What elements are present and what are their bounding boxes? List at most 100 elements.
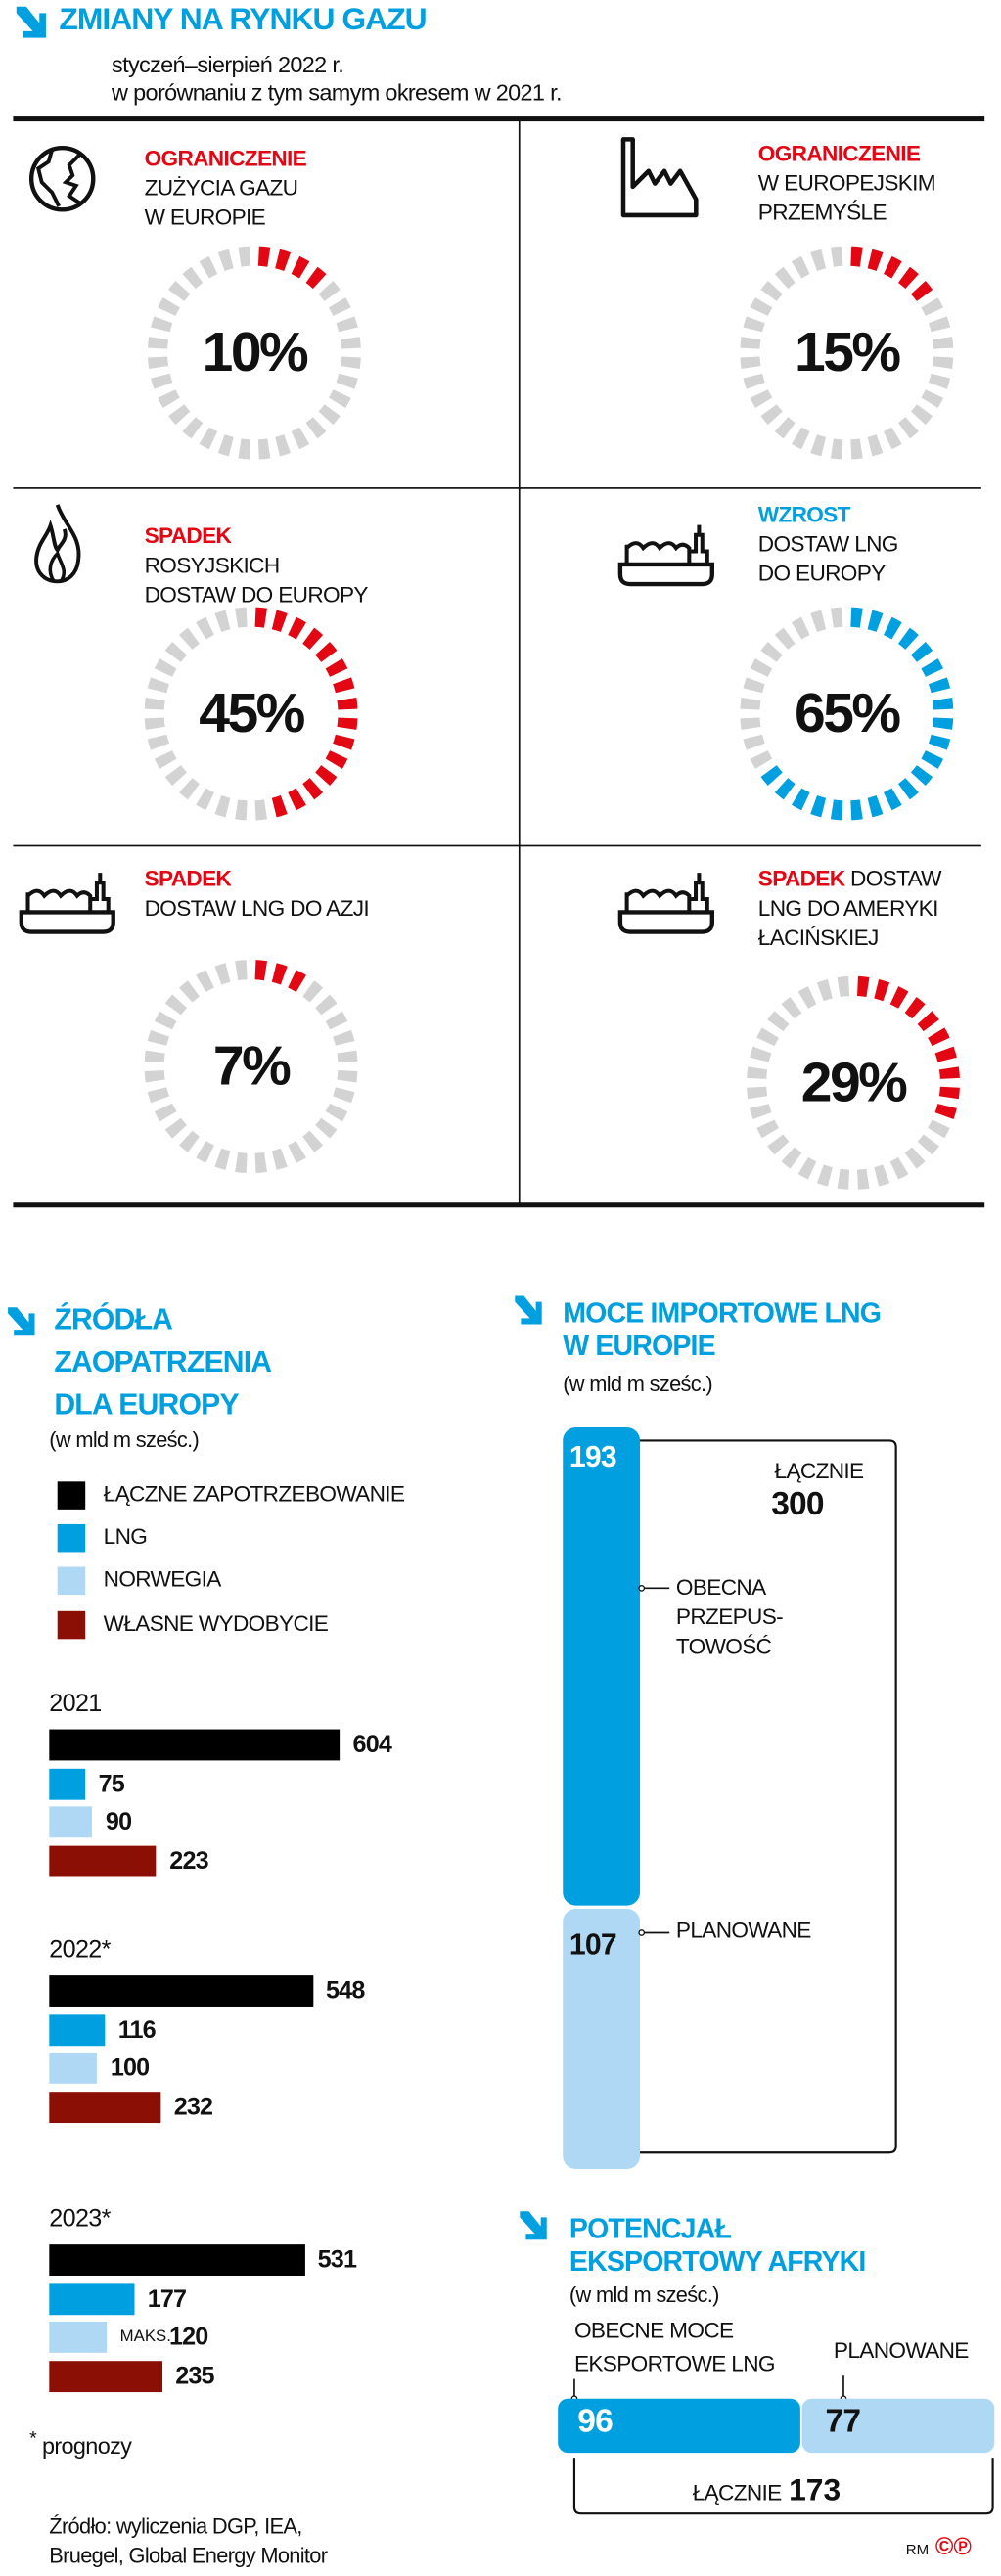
arrow-down-right-icon: [16, 6, 46, 38]
label-line: TOWOŚĆ: [675, 1634, 772, 1659]
bar-lng: [49, 2282, 135, 2315]
ring-segment-empty: [797, 986, 817, 1009]
subtitle-line-2: w porównaniu z tym samym okresem w 2021 …: [112, 78, 563, 106]
percent-ring: [144, 960, 358, 1173]
ring-segment-empty: [164, 765, 187, 787]
ring-segment-empty: [168, 404, 191, 426]
ring-segment-empty: [196, 616, 214, 640]
ring-segment-empty: [921, 389, 944, 408]
stat-label-line: ROSYJSKICH: [144, 553, 281, 578]
ring-segment-empty: [144, 698, 165, 710]
ring-segment-empty: [340, 356, 361, 369]
bar-value-label: 90: [105, 1808, 132, 1836]
imports-chart: [563, 1426, 897, 2169]
ring-segment-filled: [874, 978, 890, 1002]
africa-current-label: OBECNE MOCE EKSPORTOWE LNG: [574, 2315, 776, 2380]
stat-keyword: WZROST: [757, 502, 851, 527]
ring-segment-filled: [337, 698, 358, 710]
bar-value-label: 177: [147, 2284, 187, 2313]
africa-total-bracket: [572, 2458, 994, 2515]
ring-segment-empty: [781, 1147, 802, 1169]
ring-segment-empty: [182, 266, 204, 289]
ring-segment-filled: [325, 658, 348, 677]
bar--czne-zapotrzebowanie: [49, 2244, 305, 2276]
stat-label-line: DOSTAW DO EUROPY: [144, 582, 369, 608]
ring-segment-empty: [302, 980, 324, 1003]
ring-segment-filled: [830, 799, 843, 821]
ring-segment-empty: [883, 427, 902, 450]
ring-segment-filled: [938, 1066, 960, 1079]
ring-segment-filled: [934, 1104, 957, 1119]
percent-ring: [740, 246, 954, 460]
ring-segment-empty: [148, 356, 169, 369]
imports-unit: (w mld m sześc.): [563, 1371, 713, 1397]
ring-segment-empty: [816, 978, 833, 1002]
bar-value-label: 120: [168, 2323, 208, 2352]
stat-label: SPADEK DOSTAW LNG DO AZJI: [145, 865, 370, 924]
ring-segment-empty: [333, 1087, 355, 1104]
ring-segment-empty: [288, 1141, 306, 1163]
bar-value-label: 223: [169, 1846, 208, 1875]
africa-total-value: 173: [789, 2473, 842, 2509]
ring-segment-empty: [235, 1152, 248, 1173]
ring-segment-filled: [850, 607, 863, 628]
ring-segment-empty: [147, 1029, 170, 1046]
ring-segment-empty: [214, 610, 231, 632]
ring-segment-empty: [750, 658, 773, 677]
ring-segment-empty: [151, 373, 173, 389]
ring-segment-empty: [302, 1130, 324, 1152]
ring-segment-empty: [199, 255, 218, 279]
legend-label: LNG: [103, 1523, 148, 1550]
ring-segment-empty: [147, 734, 170, 750]
arrow-down-right-icon: [520, 2211, 547, 2240]
ring-segment-empty: [325, 1103, 348, 1122]
ring-segment-filled: [257, 246, 271, 267]
stat-label-line: ŁACIŃSKIEJ: [757, 925, 880, 950]
imports-total-value: 300: [771, 1486, 824, 1523]
ring-segment-empty: [179, 778, 200, 800]
bar-value-label: 235: [175, 2362, 214, 2390]
ring-segment-empty: [154, 1011, 177, 1030]
ring-segment-empty: [214, 795, 231, 818]
ring-segment-empty: [810, 434, 827, 457]
ring-segment-empty: [182, 417, 204, 439]
africa-title: POTENCJAŁ EKSPORTOWY AFRYKI: [569, 2213, 866, 2279]
ring-segment-empty: [164, 641, 187, 662]
ring-segment-filled: [921, 658, 944, 677]
row-divider-2: [13, 844, 981, 847]
stat-keyword: SPADEK: [144, 522, 232, 549]
ring-segment-empty: [928, 373, 951, 389]
imports-total-label: ŁĄCZNIE: [774, 1458, 865, 1484]
ring-segment-empty: [857, 1168, 870, 1190]
ring-segment-empty: [767, 1011, 790, 1032]
page-title: ZMIANY NA RYNKU GAZU: [59, 3, 427, 38]
ring-segment-empty: [791, 616, 810, 640]
ring-segment-empty: [747, 1086, 768, 1100]
ring-segment-filled: [934, 1046, 957, 1062]
percent-ring: [144, 607, 358, 821]
ring-segment-empty: [148, 337, 169, 349]
stat-label-line: DO EUROPY: [757, 561, 887, 586]
stat-percent: 10%: [202, 321, 309, 384]
ring-segment-empty: [158, 389, 180, 408]
ring-segment-filled: [288, 970, 306, 992]
africa-chart: [558, 2375, 995, 2515]
ring-segment-empty: [743, 373, 765, 389]
stat-percent: 15%: [795, 321, 901, 384]
ring-segment-empty: [179, 980, 200, 1003]
percent-ring: [747, 975, 960, 1190]
top-rule: [13, 116, 985, 122]
ring-segment-empty: [750, 389, 773, 408]
column-divider: [518, 119, 521, 1206]
ring-segment-filled: [288, 788, 306, 811]
ring-segment-empty: [760, 281, 783, 301]
arrow-down-right-icon: [515, 1295, 542, 1325]
ring-segment-filled: [883, 255, 902, 279]
subtitle-line-1: styczeń–sierpień 2022 r.: [112, 50, 344, 77]
ring-segment-empty: [275, 434, 292, 457]
ring-segment-empty: [774, 417, 796, 439]
legend-label: NORWEGIA: [103, 1566, 222, 1592]
ring-segment-empty: [214, 963, 231, 985]
ring-segment-empty: [336, 373, 358, 389]
ring-segment-empty: [740, 717, 761, 730]
